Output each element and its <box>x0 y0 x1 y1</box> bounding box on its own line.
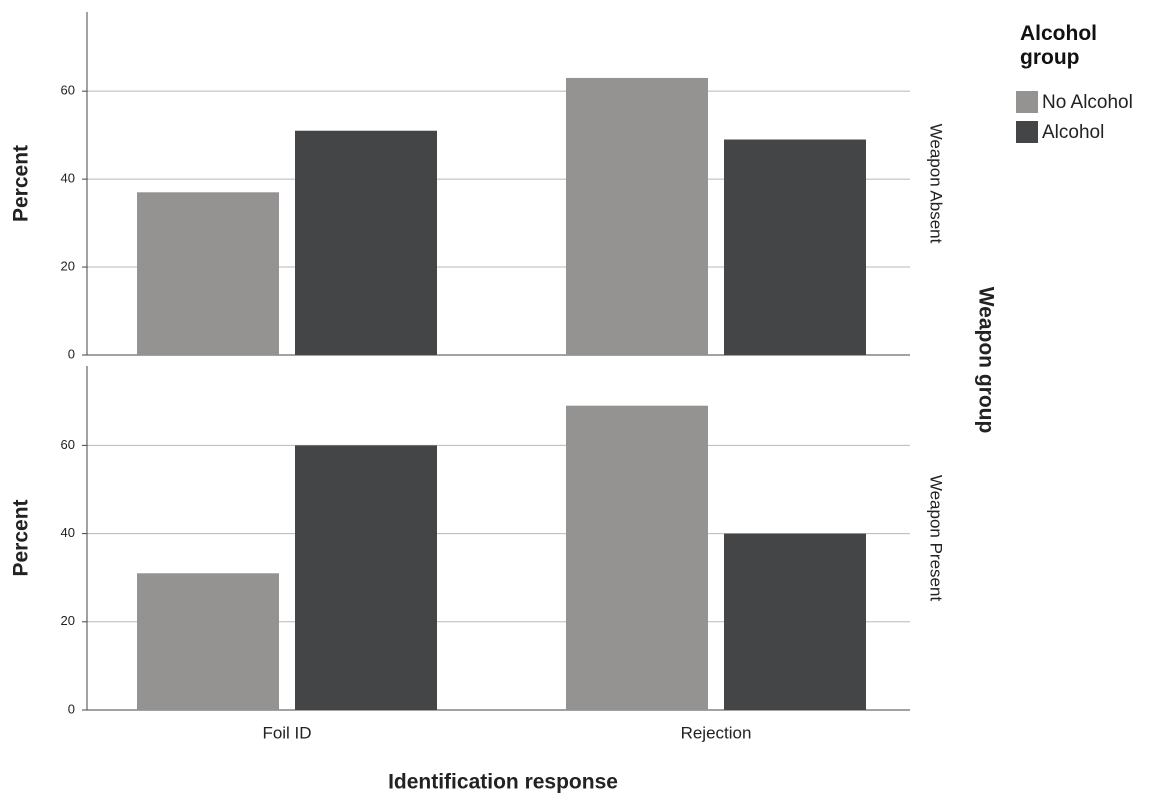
facet-title: Weapon group <box>974 287 997 434</box>
bar <box>566 77 708 355</box>
legend-label: Alcohol <box>1042 122 1104 143</box>
y-tick-label: 40 <box>61 525 75 540</box>
y-tick-label: 60 <box>61 437 75 452</box>
bar <box>137 573 279 710</box>
bar <box>724 139 866 355</box>
legend-swatch <box>1016 121 1038 143</box>
bar <box>566 405 708 710</box>
x-tick-label: Rejection <box>681 723 752 742</box>
y-tick-label: 0 <box>68 701 75 716</box>
y-axis-title: Percent <box>10 145 33 222</box>
bar <box>137 192 279 355</box>
bar <box>295 130 437 355</box>
legend-title: Alcohol group <box>1020 22 1097 69</box>
bar <box>724 533 866 710</box>
bar <box>295 445 437 710</box>
y-tick-label: 20 <box>61 613 75 628</box>
facet-label: Weapon Present <box>927 475 946 602</box>
x-axis-title: Identification response <box>388 771 618 794</box>
legend-label: No Alcohol <box>1042 92 1133 113</box>
y-tick-label: 60 <box>61 83 75 98</box>
y-axis-title: Percent <box>10 499 33 576</box>
legend-swatch <box>1016 91 1038 113</box>
y-tick-label: 0 <box>68 346 75 361</box>
y-tick-label: 20 <box>61 258 75 273</box>
facet-label: Weapon Absent <box>927 124 946 244</box>
x-tick-label: Foil ID <box>262 723 311 742</box>
y-tick-label: 40 <box>61 171 75 186</box>
